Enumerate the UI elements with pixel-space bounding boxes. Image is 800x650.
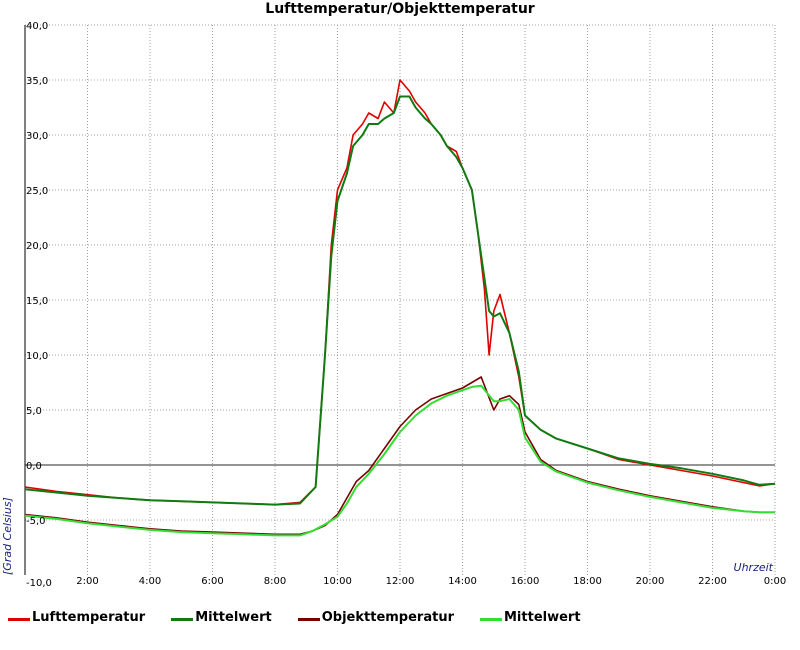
y-tick-label: 15,0 <box>26 296 48 307</box>
y-tick-label: 0,0 <box>26 461 42 472</box>
x-tick-label: 0:00 <box>764 576 786 587</box>
y-tick-label: 25,0 <box>26 186 48 197</box>
legend-swatch <box>171 617 194 621</box>
y-axis-label: [Grad Celsius] <box>1 497 14 575</box>
legend-item: Mittelwert <box>171 610 272 625</box>
series-line-1 <box>24 95 776 506</box>
chart-title: Lufttemperatur/Objekttemperatur <box>265 1 535 17</box>
x-tick-label: 22:00 <box>698 576 727 587</box>
x-tick-label: 12:00 <box>386 576 415 587</box>
series-line-2 <box>24 376 775 536</box>
chart: Lufttemperatur/Objekttemperatur -10,0 -5,… <box>1 1 786 589</box>
y-tick-label: -5,0 <box>26 516 46 527</box>
x-tick-label: 6:00 <box>201 576 223 587</box>
y-tick-label: -10,0 <box>26 578 52 589</box>
series-line-3 <box>24 384 775 537</box>
y-tick-label: 35,0 <box>26 76 48 87</box>
legend-swatch <box>480 617 502 621</box>
legend: Lufttemperatur Mittelwert Objekttemperatur… <box>8 606 581 628</box>
legend-swatch <box>8 617 30 621</box>
legend-item: Mittelwert <box>480 610 581 625</box>
x-tick-label: 20:00 <box>636 576 665 587</box>
legend-item: Lufttemperatur <box>8 610 145 625</box>
legend-item: Objekttemperatur <box>297 609 454 625</box>
y-tick-label: 5,0 <box>26 406 42 417</box>
legend-label: Mittelwert <box>504 609 581 625</box>
legend-label: Objekttemperatur <box>321 609 454 625</box>
x-tick-label: 4:00 <box>139 576 161 587</box>
y-tick-labels: -10,0 -5,0 0,0 5,0 10,0 15,0 20,0 25,0 30,0 35,0 4… <box>26 21 52 589</box>
x-tick-label: 10:00 <box>323 576 352 587</box>
x-axis-label: Uhrzeit <box>734 561 774 574</box>
y-tick-label: 40,0 <box>26 21 48 32</box>
x-tick-labels: 2:00 4:00 6:00 8:00 10:00 12:00 14:00 16:00 18:0… <box>76 576 786 587</box>
y-tick-label: 20,0 <box>26 241 48 252</box>
x-tick-label: 8:00 <box>264 576 286 587</box>
legend-swatch <box>297 617 320 621</box>
series-layer <box>24 79 776 537</box>
x-tick-label: 2:00 <box>76 576 98 587</box>
y-tick-label: 30,0 <box>26 131 48 142</box>
y-tick-label: 10,0 <box>26 351 48 362</box>
legend-label: Mittelwert <box>195 609 272 625</box>
x-tick-label: 18:00 <box>573 576 602 587</box>
x-tick-label: 16:00 <box>511 576 540 587</box>
legend-label: Lufttemperatur <box>32 609 146 625</box>
x-tick-label: 14:00 <box>448 576 477 587</box>
